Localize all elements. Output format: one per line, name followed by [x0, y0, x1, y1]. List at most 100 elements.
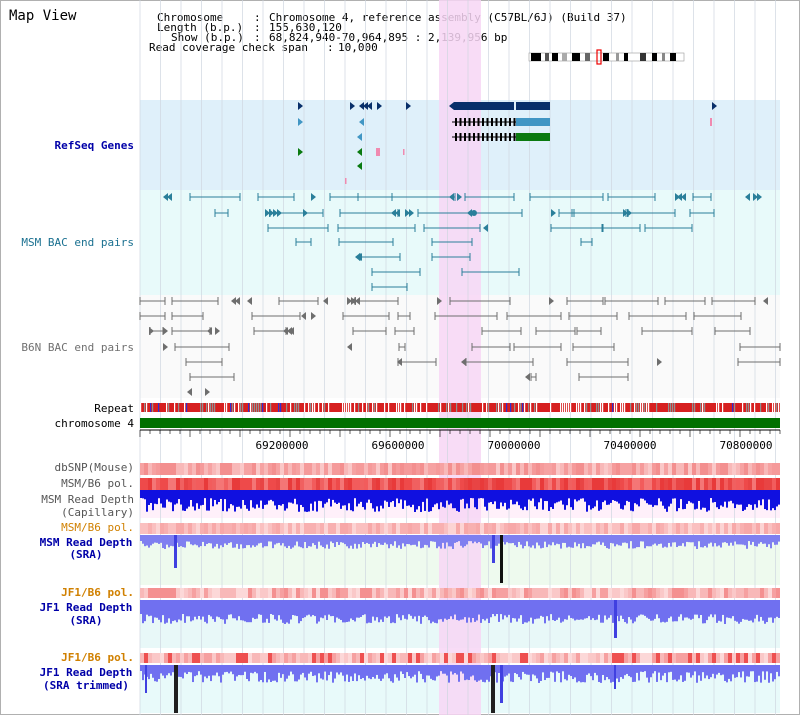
heat-cell: [740, 523, 744, 534]
heat-cell: [532, 588, 536, 598]
depth-bar: [446, 665, 448, 676]
track-label-msm-pol-2[interactable]: MSM/B6 pol.: [61, 521, 134, 534]
repeat-element: [318, 403, 320, 412]
heat-cell: [236, 478, 240, 490]
depth-bar: [564, 490, 566, 510]
depth-bar: [280, 600, 282, 620]
depth-bar: [528, 490, 530, 500]
track-label-msm-cap-1[interactable]: MSM Read Depth: [41, 493, 134, 506]
heat-cell: [156, 478, 160, 490]
depth-bar: [688, 535, 690, 543]
track-label-repeat[interactable]: Repeat: [94, 402, 134, 415]
depth-bar: [730, 535, 732, 543]
repeat-element: [754, 403, 756, 412]
depth-bar: [224, 665, 226, 673]
depth-bar: [276, 600, 278, 621]
heat-cell: [648, 523, 652, 534]
heat-cell: [380, 653, 384, 663]
heat-cell: [488, 463, 492, 475]
depth-bar: [196, 490, 198, 504]
depth-bar: [276, 665, 278, 683]
depth-bar: [158, 665, 160, 679]
depth-bar: [630, 535, 632, 542]
depth-bar: [558, 665, 560, 673]
depth-bar: [722, 490, 724, 507]
heat-cell: [556, 478, 560, 490]
depth-bar: [554, 490, 556, 504]
gene-arrow: [363, 102, 368, 110]
repeat-element: [230, 403, 232, 412]
depth-bar: [590, 665, 592, 677]
depth-bar: [762, 535, 764, 544]
depth-bar: [386, 600, 388, 618]
track-label-msm-sra-1[interactable]: MSM Read Depth: [39, 536, 133, 549]
repeat-element: [482, 403, 484, 412]
depth-bar: [656, 665, 658, 682]
heat-cell: [144, 523, 148, 534]
heat-cell: [588, 588, 592, 598]
depth-bar: [390, 490, 392, 503]
depth-bar: [556, 600, 558, 620]
gene-exon: [495, 118, 498, 126]
depth-bar: [352, 490, 354, 512]
track-label-jf1-pol-1[interactable]: JF1/B6 pol.: [61, 586, 134, 599]
refseq-genes: [298, 102, 717, 184]
track-label-jf1-trim-1[interactable]: JF1 Read Depth: [39, 666, 133, 679]
heat-cell: [616, 588, 620, 598]
depth-bar: [234, 600, 236, 619]
heat-cell: [704, 463, 708, 475]
depth-bar: [194, 665, 196, 677]
depth-bar: [372, 600, 374, 617]
depth-bar: [764, 665, 766, 680]
track-label-dbsnp[interactable]: dbSNP(Mouse): [54, 461, 134, 474]
heat-cell: [636, 478, 640, 490]
depth-bar: [632, 535, 634, 549]
heat-cell: [620, 588, 624, 598]
depth-bar: [764, 535, 766, 544]
depth-bar: [506, 600, 508, 618]
depth-bar: [338, 490, 340, 503]
depth-bar: [436, 600, 438, 624]
track-label-msm-pol-1[interactable]: MSM/B6 pol.: [61, 477, 134, 490]
depth-bar: [510, 600, 512, 623]
heat-cell: [180, 588, 184, 598]
heat-cell: [584, 523, 588, 534]
heat-cell: [344, 653, 348, 663]
heat-cell: [736, 588, 740, 598]
track-label-jf1-sra-1[interactable]: JF1 Read Depth: [39, 601, 133, 614]
gene-exon: [491, 133, 493, 141]
depth-bar: [242, 600, 244, 621]
heat-cell: [672, 463, 676, 475]
heat-cell: [620, 653, 624, 663]
depth-bar: [580, 490, 582, 499]
heat-cell: [500, 588, 504, 598]
track-label-b6n-bac[interactable]: B6N BAC end pairs: [21, 341, 134, 354]
depth-bar: [460, 600, 462, 620]
depth-bar: [680, 665, 682, 676]
depth-bar: [454, 490, 456, 509]
repeat-element: [350, 403, 352, 412]
heat-cell: [440, 523, 444, 534]
depth-bar: [470, 535, 472, 542]
heat-cell: [516, 463, 520, 475]
heat-cell: [760, 463, 764, 475]
heat-cell: [284, 653, 288, 663]
gene-exon: [495, 133, 498, 141]
heat-cell: [456, 523, 460, 534]
heat-cell: [500, 463, 504, 475]
depth-bar: [690, 665, 692, 678]
gene-exon: [504, 133, 507, 141]
heat-cell: [576, 653, 580, 663]
track-label-refseq[interactable]: RefSeq Genes: [54, 139, 134, 152]
depth-bar: [330, 600, 332, 617]
heat-cell: [604, 588, 608, 598]
span-value: 10,000: [338, 41, 378, 54]
depth-bar: [468, 600, 470, 618]
depth-spike: [614, 600, 617, 638]
depth-bar: [366, 600, 368, 624]
track-label-msm-bac[interactable]: MSM BAC end pairs: [21, 236, 134, 249]
depth-bar: [170, 665, 172, 676]
bac-end-arrow: [273, 209, 278, 217]
depth-bar: [664, 665, 666, 674]
track-label-jf1-pol-2[interactable]: JF1/B6 pol.: [61, 651, 134, 664]
